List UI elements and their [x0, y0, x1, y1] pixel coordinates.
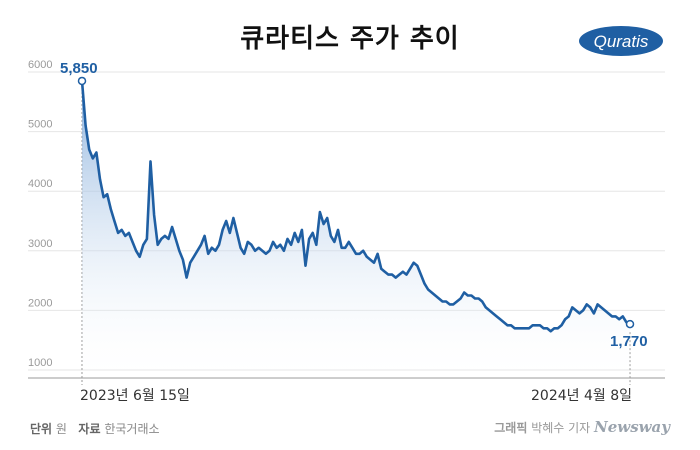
footer-credit: 그래픽 박혜수 기자 Newsway — [494, 418, 670, 436]
x-axis-labels: 2023년 6월 15일 2024년 4월 8일 — [80, 388, 632, 404]
credit-label: 그래픽 — [494, 421, 528, 435]
source-label: 자료 — [78, 422, 101, 436]
footer-source: 단위 원 자료 한국거래소 — [30, 420, 160, 437]
x-label-end: 2024년 4월 8일 — [531, 388, 632, 404]
y-tick-label: 4000 — [28, 178, 52, 190]
logo-text: Quratis — [594, 32, 649, 51]
y-tick-label: 2000 — [28, 297, 52, 309]
chart-title: 큐라티스 주가 추이 — [240, 24, 460, 54]
y-tick-label: 5000 — [28, 119, 52, 131]
unit-label: 단위 — [30, 422, 53, 436]
line-layer — [80, 79, 632, 333]
start-value-label: 5,850 — [60, 60, 98, 77]
newsway-brand: Newsway — [594, 418, 670, 436]
x-label-start: 2023년 6월 15일 — [80, 388, 190, 404]
quratis-logo: Quratis — [579, 26, 663, 56]
start-point-marker — [77, 76, 87, 86]
y-tick-label: 6000 — [28, 59, 52, 71]
end-point-marker — [625, 319, 635, 329]
end-value-label: 1,770 — [610, 333, 648, 350]
area-layer — [82, 80, 630, 379]
price-line — [80, 79, 632, 333]
marker-layer: 5,850 1,770 — [60, 60, 648, 350]
source-value: 한국거래소 — [104, 422, 160, 436]
price-area — [82, 80, 630, 379]
y-tick-label: 1000 — [28, 357, 52, 369]
credit-value: 박혜수 기자 — [531, 421, 591, 435]
y-tick-label: 3000 — [28, 238, 52, 250]
unit-value: 원 — [55, 422, 67, 436]
y-axis-ticks: 6000 5000 4000 3000 2000 1000 — [28, 59, 52, 369]
